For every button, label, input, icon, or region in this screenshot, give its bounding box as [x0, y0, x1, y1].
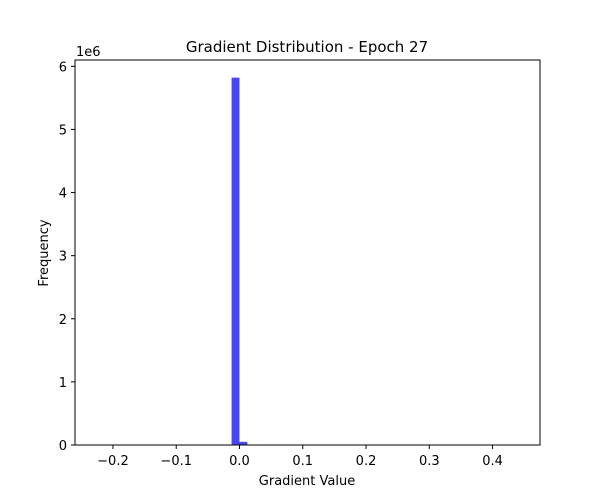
y-tick-label: 0: [59, 439, 67, 454]
x-axis-label: Gradient Value: [259, 474, 355, 489]
x-tick-label: −0.2: [97, 454, 129, 469]
plot-frame: [74, 59, 541, 446]
y-tick-label: 1: [59, 376, 67, 391]
histogram-bar: [239, 441, 248, 445]
x-tick-label: 0.3: [419, 454, 440, 469]
x-tick-label: −0.1: [160, 454, 192, 469]
x-axis-ticks: −0.2 −0.1 0.0 0.1 0.2 0.3 0.4: [97, 445, 503, 469]
y-tick-label: 3: [59, 250, 67, 265]
y-scale-label: 1e6: [76, 45, 101, 60]
y-tick-label: 5: [59, 123, 67, 138]
y-axis-ticks: 0 1 2 3 4 5 6: [59, 60, 75, 454]
y-tick-label: 4: [59, 187, 67, 202]
x-tick-label: 0.1: [292, 454, 313, 469]
chart-title: Gradient Distribution - Epoch 27: [186, 38, 428, 56]
y-axis-label: Frequency: [37, 219, 52, 286]
x-tick-label: 0.4: [482, 454, 503, 469]
bars: [231, 77, 248, 446]
y-tick-label: 2: [59, 313, 67, 328]
histogram-bar: [231, 77, 240, 446]
x-tick-label: 0.2: [356, 454, 377, 469]
x-tick-label: 0.0: [229, 454, 250, 469]
y-tick-label: 6: [59, 60, 67, 75]
